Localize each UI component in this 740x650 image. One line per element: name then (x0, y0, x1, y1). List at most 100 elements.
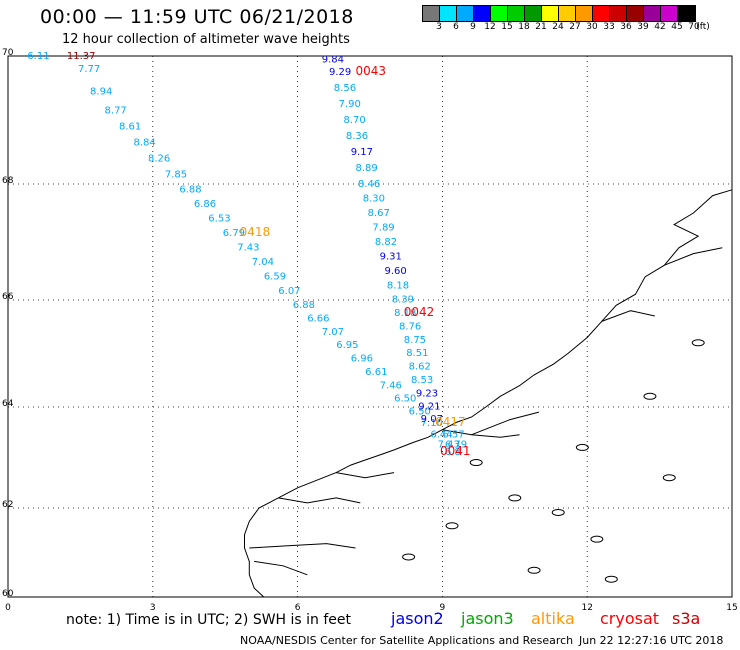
wave-height-value: 6.86 (194, 199, 216, 210)
colorbar-tick-label: 12 (484, 22, 496, 32)
wave-height-value: 8.18 (387, 280, 409, 291)
wave-height-value: 7.89 (372, 222, 394, 233)
wave-height-value: 8.61 (119, 122, 141, 133)
wave-height-value: 6.57 (442, 429, 464, 440)
lon-tick-label: 15 (726, 603, 737, 613)
colorbar-tick-label: 15 (501, 22, 513, 32)
wave-height-value: 9.29 (329, 67, 351, 78)
colorbar-cell (610, 6, 627, 21)
wave-height-value: 6.07 (278, 286, 300, 297)
wave-height-value: 6.96 (351, 354, 373, 365)
colorbar-tick-label: 21 (535, 22, 547, 32)
lat-tick-label: 60 (2, 589, 14, 599)
pass-label: 0042 (404, 305, 435, 319)
footer-credit: NOAA/NESDIS Center for Satellite Applica… (240, 634, 574, 647)
colorbar-tick-label: 39 (637, 22, 649, 32)
colorbar-cell (644, 6, 661, 21)
colorbar-cell (661, 6, 678, 21)
wave-height-value: 7.07 (322, 327, 344, 338)
mission-legend-jason2: jason2 (391, 609, 444, 628)
colorbar-cell (457, 6, 474, 21)
lake-outline (575, 443, 589, 451)
colorbar-tick-label: 36 (620, 22, 632, 32)
lake-outline (643, 392, 657, 400)
wave-height-value: 6.88 (179, 185, 201, 196)
wave-height-value: 8.67 (368, 208, 390, 219)
wave-height-value: 6.95 (336, 340, 358, 351)
wave-height-value: 6.11 (27, 51, 49, 62)
wave-height-value: 6.44 (430, 429, 452, 440)
lon-tick-label: 12 (581, 603, 592, 613)
lake-outline (551, 508, 565, 516)
colorbar-cell (525, 6, 542, 21)
lat-tick-label: 70 (2, 48, 14, 58)
wave-height-value: 8.84 (133, 138, 155, 149)
pass-labels: 0043 0418 0042 0417 0041 (240, 64, 471, 458)
wave-height-value: 6.50 (394, 394, 416, 405)
track-values: 6.11 11.37 7.77 8.94 8.77 8.61 8.84 8.26 7.85 6.8… (27, 51, 467, 458)
lat-tick-label: 66 (2, 292, 14, 302)
mission-legend-cryosat: cryosat (600, 609, 660, 628)
map-frame (7, 55, 733, 598)
mission-legend-altika: altika (531, 609, 575, 628)
wave-height-value: 7.10 (421, 418, 443, 429)
wave-height-value: 7.43 (438, 439, 460, 450)
wave-height-value: 8.76 (399, 321, 421, 332)
colorbar-cell (678, 6, 695, 21)
wave-height-value: 9.60 (384, 266, 406, 277)
pass-label: 0041 (440, 444, 471, 458)
fjord-path (471, 411, 540, 436)
pass-label: 0043 (356, 64, 387, 78)
wave-height-value: 8.56 (334, 83, 356, 94)
wave-height-value: 7.46 (380, 380, 402, 391)
wave-height-value: 8.77 (105, 106, 127, 117)
lon-tick-label: 0 (5, 603, 11, 613)
wave-height-value: 7.43 (237, 243, 259, 254)
coastline-path (244, 189, 733, 598)
wave-height-value: 6.79 (445, 439, 467, 450)
colorbar-cell (627, 6, 644, 21)
colorbar-cell (440, 6, 457, 21)
wave-height-value: 6.61 (365, 367, 387, 378)
lat-tick-label: 68 (2, 176, 14, 186)
graticule (8, 56, 732, 597)
lake-outline (590, 535, 604, 543)
fjord-path (601, 310, 655, 322)
wave-height-value: 8.94 (90, 86, 112, 97)
colorbar-tick-label: 45 (671, 22, 683, 32)
wave-height-value: 6.59 (264, 272, 286, 283)
wave-height-value: 7.77 (78, 64, 100, 75)
colorbar-tick-label: 9 (470, 22, 476, 32)
wave-height-value: 6.66 (307, 313, 329, 324)
wave-height-value: 6.53 (208, 214, 230, 225)
wave-height-value: 8.51 (406, 348, 428, 359)
lon-tick-label: 6 (295, 603, 301, 613)
wave-height-colorbar (422, 5, 696, 22)
lat-tick-label: 64 (2, 399, 14, 409)
mission-legend-jason3: jason3 (461, 609, 514, 628)
map-border (7, 55, 733, 598)
colorbar-tick-label: 24 (552, 22, 564, 32)
wave-height-value: 6.79 (223, 228, 245, 239)
fjord-path (442, 429, 520, 438)
wave-height-value: 8.46 (358, 179, 380, 190)
wave-height-value: 8.18 (394, 308, 416, 319)
wave-height-value: 9.21 (418, 402, 440, 413)
colorbar-tick-label: 6 (453, 22, 459, 32)
wave-height-value: 11.37 (67, 51, 96, 62)
wave-height-value: 8.82 (375, 237, 397, 248)
fjord-path (664, 247, 723, 266)
wave-height-value: 9.84 (322, 54, 344, 65)
colorbar-cell (491, 6, 508, 21)
wave-height-value: 8.70 (343, 115, 365, 126)
colorbar-cell (474, 6, 491, 21)
mission-legend-s3a: s3a (672, 609, 701, 628)
colorbar-tick-label: 18 (518, 22, 530, 32)
colorbar-tick-label: (ft) (696, 22, 710, 32)
wave-height-value: 9.17 (351, 147, 373, 158)
wave-height-value: 6.8 (445, 447, 461, 458)
wave-height-value: 7.04 (252, 257, 274, 268)
wave-height-value: 8.36 (346, 131, 368, 142)
pass-label: 0417 (435, 415, 466, 429)
